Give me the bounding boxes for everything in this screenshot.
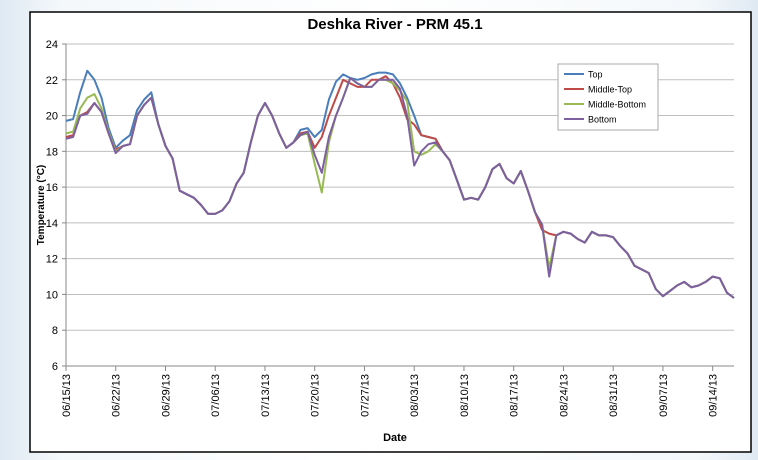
x-tick-label: 08/10/13 (459, 374, 471, 417)
x-tick-label: 07/13/13 (260, 374, 272, 417)
series-line (65, 77, 735, 299)
x-tick-label: 09/14/13 (708, 374, 720, 417)
y-tick-label: 10 (46, 289, 58, 301)
y-tick-label: 18 (46, 146, 58, 158)
x-tick-label: 08/17/13 (509, 374, 521, 417)
y-tick-label: 24 (46, 39, 58, 51)
chart-title: Deshka River - PRM 45.1 (307, 16, 482, 33)
x-tick-label: 06/15/13 (61, 374, 73, 417)
y-tick-label: 16 (46, 182, 58, 194)
y-tick-label: 8 (52, 325, 58, 337)
y-tick-label: 22 (46, 75, 58, 87)
x-tick-label: 07/20/13 (310, 374, 322, 417)
x-tick-label: 07/27/13 (359, 374, 371, 417)
x-tick-label: 09/07/13 (658, 374, 670, 417)
y-tick-label: 6 (52, 361, 58, 373)
legend-label: Middle-Top (588, 85, 632, 95)
y-axis-label: Temperature (°C) (36, 165, 47, 246)
x-tick-label: 06/29/13 (160, 374, 172, 417)
legend-label: Bottom (588, 115, 617, 125)
x-tick-label: 08/31/13 (608, 374, 620, 417)
y-tick-label: 12 (46, 254, 58, 266)
x-tick-label: 07/06/13 (210, 374, 222, 417)
y-tick-label: 20 (46, 111, 58, 123)
legend-label: Middle-Bottom (588, 100, 646, 110)
x-tick-label: 06/22/13 (111, 374, 123, 417)
x-tick-label: 08/24/13 (558, 374, 570, 417)
x-tick-label: 08/03/13 (409, 374, 421, 417)
legend-label: Top (588, 70, 603, 80)
y-tick-label: 14 (46, 218, 58, 230)
x-axis-label: Date (383, 432, 407, 444)
